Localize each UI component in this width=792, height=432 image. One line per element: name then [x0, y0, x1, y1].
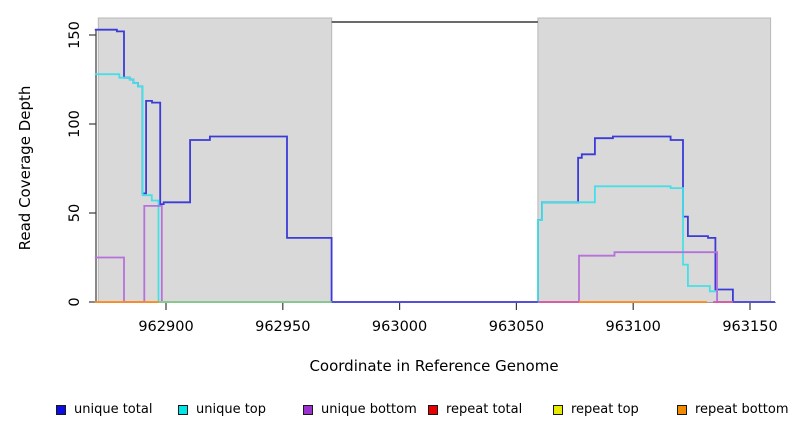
y-tick-label: 150: [67, 21, 83, 49]
x-tick-label: 963100: [606, 319, 661, 335]
x-tick-label: 963000: [372, 319, 427, 335]
y-tick-label: 0: [67, 297, 83, 306]
x-tick-label: 963050: [489, 319, 544, 335]
x-axis-title: Coordinate in Reference Genome: [309, 357, 559, 375]
y-tick-label: 50: [67, 204, 83, 222]
series-unique-top: [94, 73, 775, 303]
y-axis-title: Read Coverage Depth: [16, 85, 34, 251]
y-tick-label: 100: [67, 110, 83, 138]
x-tick-label: 963150: [722, 319, 777, 335]
x-tick-label: 962900: [138, 319, 193, 335]
repeat-region-right: [537, 17, 772, 303]
x-tick-label: 962950: [255, 319, 310, 335]
repeat-region-left: [97, 17, 333, 303]
